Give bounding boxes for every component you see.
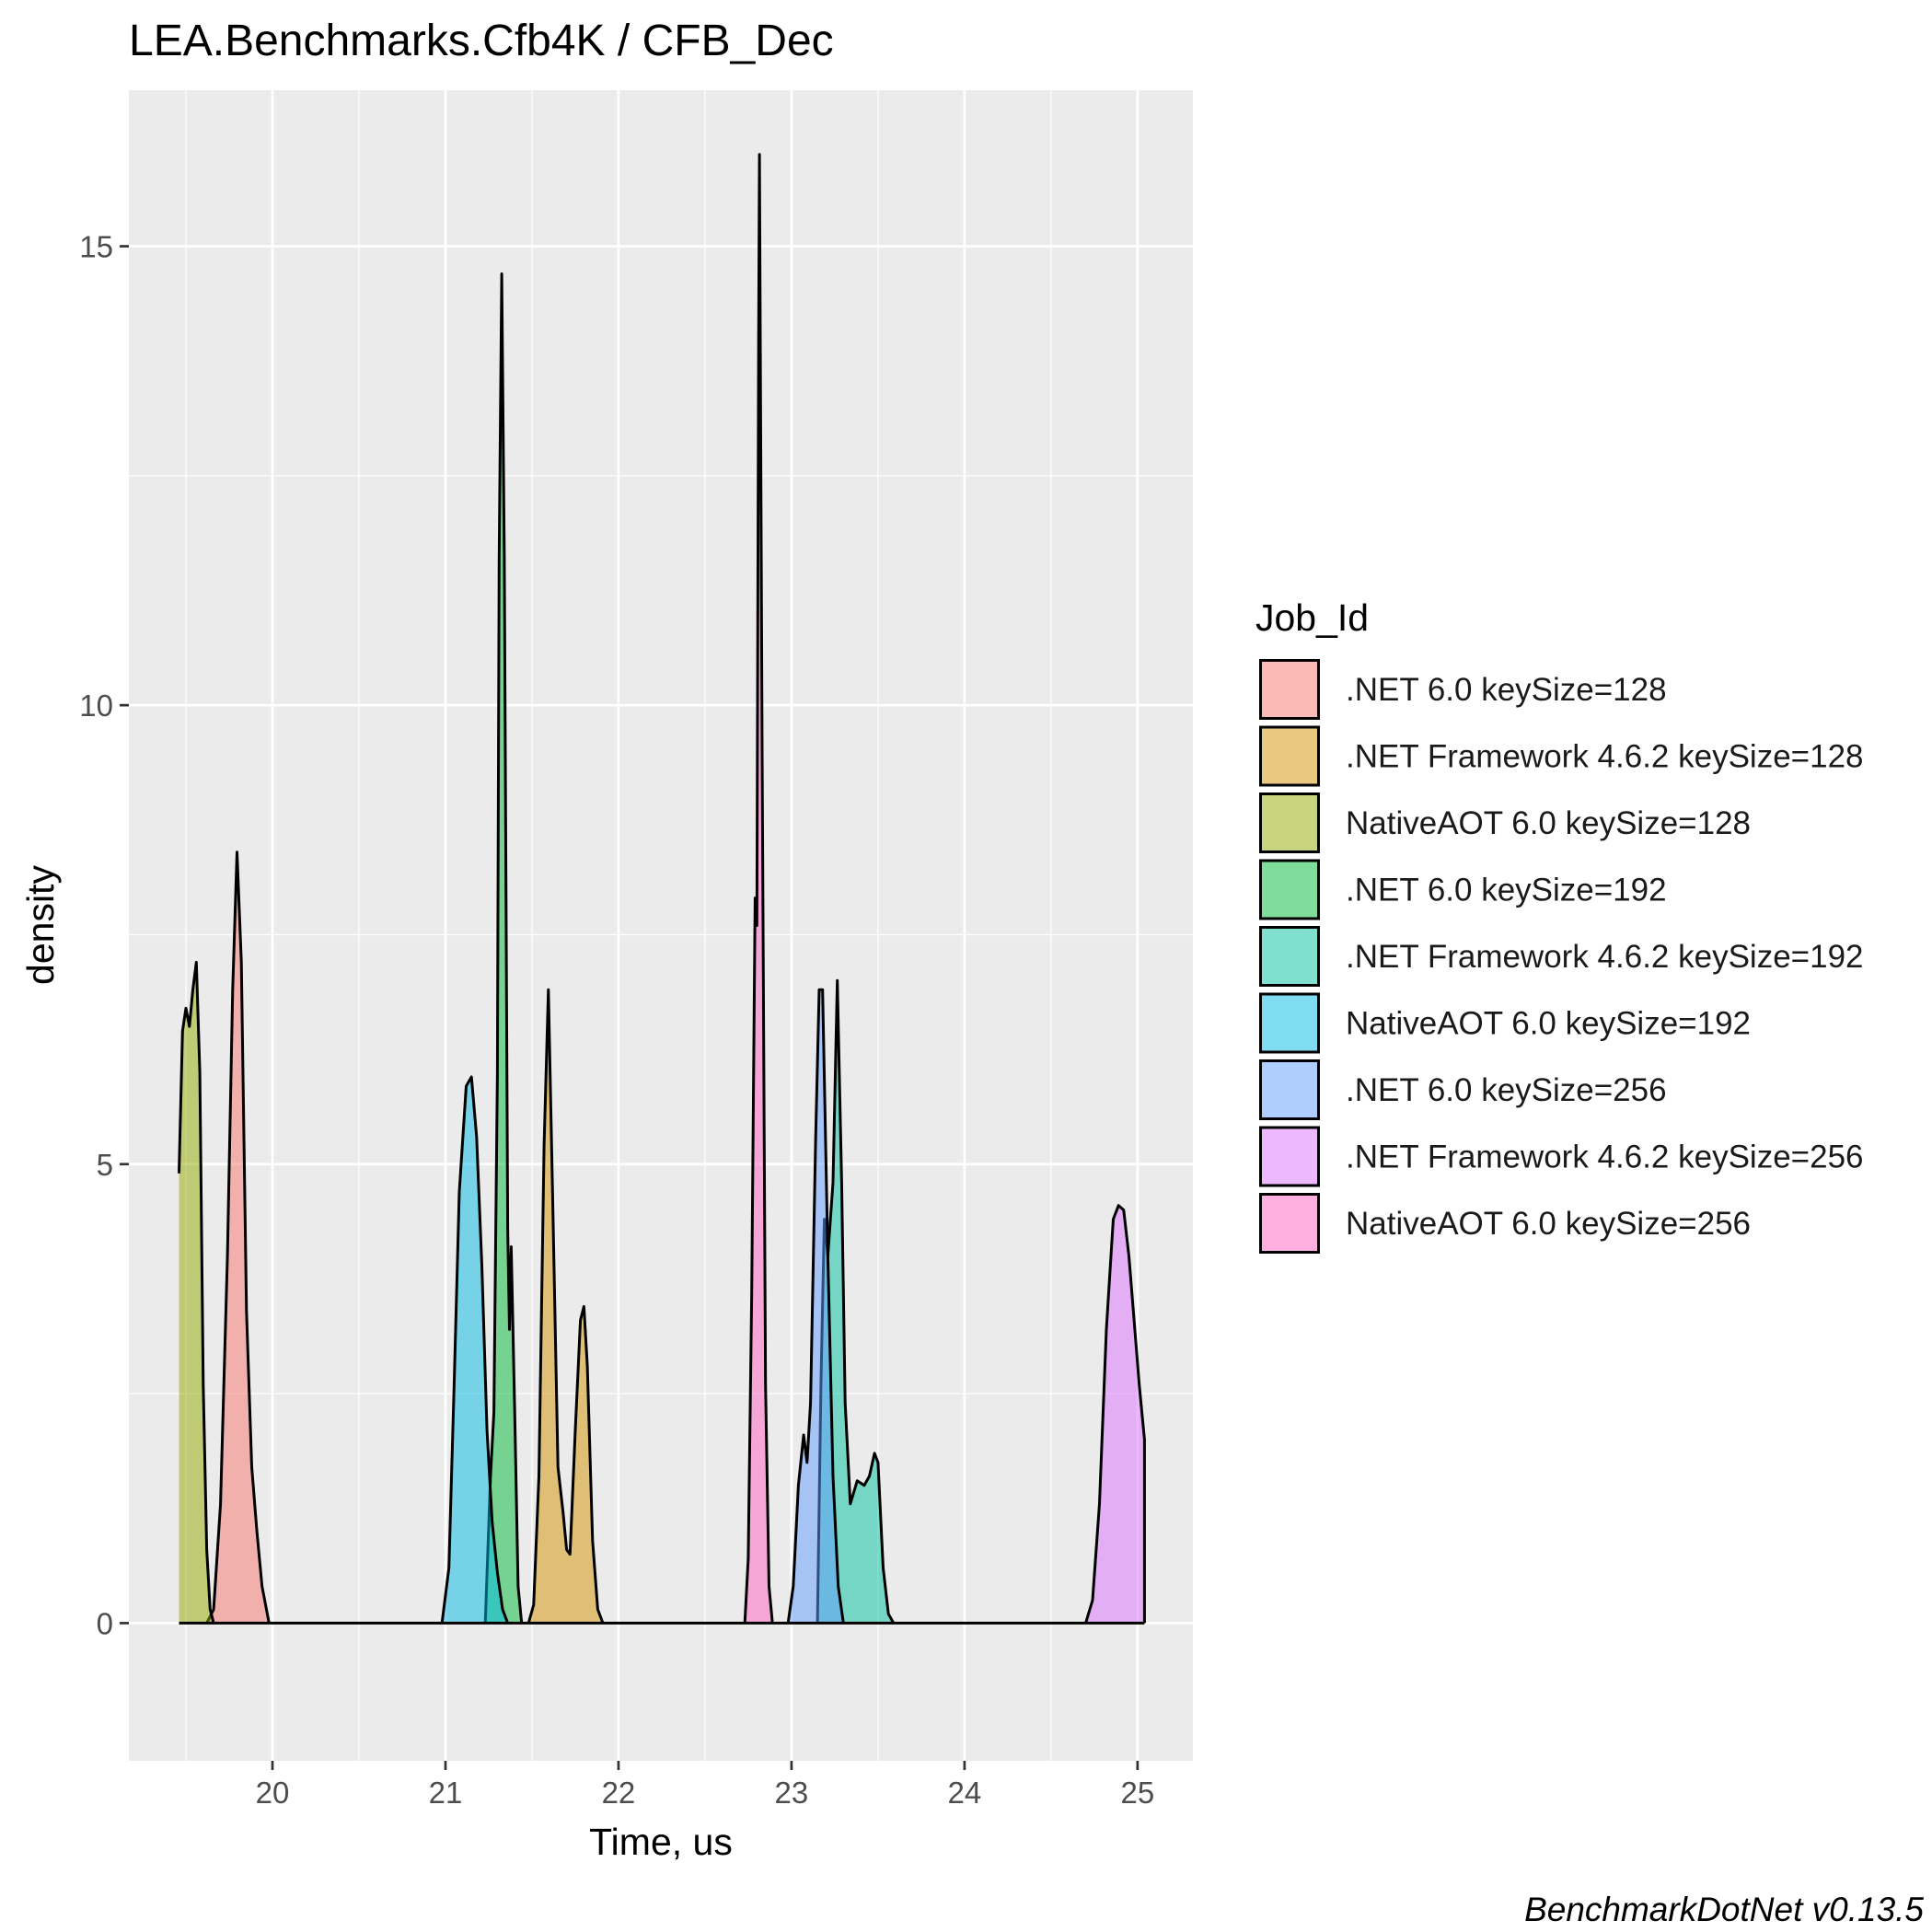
density-line-8 — [1084, 1204, 1146, 1624]
x-tick-label: 20 — [256, 1776, 290, 1810]
density-line-4 — [483, 272, 524, 1624]
legend-swatch-4 — [1259, 859, 1320, 920]
density-area-4 — [485, 273, 522, 1624]
density-line-2 — [526, 988, 605, 1624]
y-axis-title: density — [19, 865, 62, 985]
chart-title: LEA.Benchmarks.Cfb4K / CFB_Dec — [129, 17, 834, 65]
density-line-3 — [178, 960, 215, 1624]
legend-label-2: .NET Framework 4.6.2 keySize=128 — [1346, 739, 1864, 775]
legend-label-3: NativeAOT 6.0 keySize=128 — [1346, 805, 1751, 841]
y-tick-label: 15 — [79, 230, 113, 264]
density-line-6 — [440, 1075, 510, 1624]
caption: BenchmarkDotNet v0.13.5 — [1524, 1891, 1924, 1928]
x-tick-label: 24 — [948, 1776, 982, 1810]
legend-swatch-9 — [1259, 1193, 1320, 1254]
legend-label-4: .NET 6.0 keySize=192 — [1346, 873, 1667, 908]
legend-label-5: .NET Framework 4.6.2 keySize=192 — [1346, 939, 1864, 975]
x-tick-label: 21 — [429, 1776, 463, 1810]
y-tick-label: 5 — [97, 1148, 113, 1182]
legend-swatch-7 — [1259, 1059, 1320, 1120]
legend-label-8: .NET Framework 4.6.2 keySize=256 — [1346, 1140, 1864, 1175]
legend-swatch-5 — [1259, 926, 1320, 987]
legend-swatch-2 — [1259, 725, 1320, 787]
legend-label-9: NativeAOT 6.0 keySize=256 — [1346, 1206, 1751, 1242]
density-area-6 — [442, 1077, 508, 1624]
plot-panel — [129, 90, 1193, 1761]
density-area-1 — [206, 851, 270, 1624]
density-line-9 — [743, 153, 774, 1624]
density-area-3 — [179, 962, 214, 1624]
density-area-9 — [745, 154, 773, 1624]
density-area-2 — [528, 989, 603, 1624]
axes: 20 21 22 23 24 25 0 5 10 15 — [79, 230, 1154, 1810]
density-area-8 — [1085, 1205, 1145, 1624]
legend-label-1: .NET 6.0 keySize=128 — [1346, 672, 1667, 708]
legend-title: Job_Id — [1255, 596, 1369, 639]
legend-label-7: .NET 6.0 keySize=256 — [1346, 1072, 1667, 1108]
legend: Job_Id .NET 6.0 keySize=128 .NET Framewor… — [1255, 596, 1864, 1254]
legend-label-6: NativeAOT 6.0 keySize=192 — [1346, 1006, 1751, 1042]
density-line-7 — [786, 988, 845, 1624]
density-area-5 — [817, 980, 894, 1624]
legend-swatch-8 — [1259, 1126, 1320, 1187]
legend-swatch-1 — [1259, 659, 1320, 720]
legend-swatch-6 — [1259, 992, 1320, 1054]
y-tick-label: 0 — [97, 1606, 113, 1640]
legend-swatch-3 — [1259, 792, 1320, 853]
density-line-1 — [205, 850, 271, 1625]
x-tick-label: 22 — [602, 1776, 636, 1810]
y-tick-label: 10 — [79, 688, 113, 723]
density-series — [178, 153, 1146, 1625]
x-tick-label: 23 — [775, 1776, 809, 1810]
x-tick-label: 25 — [1120, 1776, 1154, 1810]
x-axis-title: Time, us — [589, 1821, 733, 1863]
grid-lines — [129, 90, 1193, 1761]
